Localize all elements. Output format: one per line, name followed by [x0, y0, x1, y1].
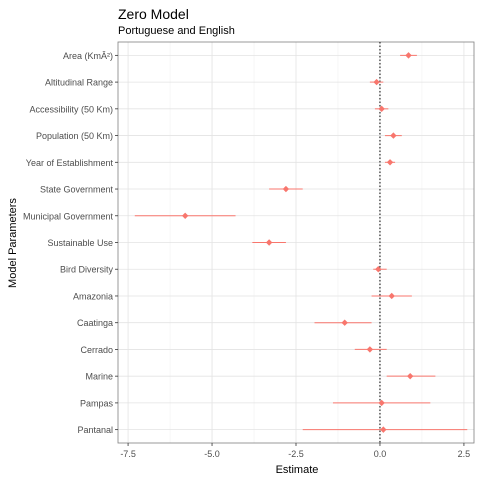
y-tick-label: State Government — [40, 185, 114, 195]
estimate-point — [282, 185, 290, 193]
estimate-point — [406, 372, 414, 380]
chart-subtitle: Portuguese and English — [118, 25, 235, 37]
x-tick-label: 0.0 — [374, 449, 387, 459]
y-tick-label: Bird Diversity — [60, 265, 114, 275]
estimate-point — [366, 346, 374, 353]
y-tick-label: Cerrado — [80, 345, 113, 355]
x-tick-label: -7.5 — [120, 449, 136, 459]
y-axis-label: Model Parameters — [7, 198, 19, 288]
estimate-point — [405, 52, 412, 59]
estimate-point — [375, 266, 382, 273]
y-tick-label: Caatinga — [77, 318, 113, 328]
y-tick-label: Marine — [85, 372, 113, 382]
y-tick-label: Pampas — [80, 398, 114, 408]
y-tick-label: Amazonia — [73, 291, 113, 301]
x-tick-label: -5.0 — [204, 449, 220, 459]
y-tick-label: Municipal Government — [23, 211, 114, 221]
estimate-point — [181, 212, 189, 219]
y-tick-label: Accessibility (50 Km) — [29, 104, 113, 114]
x-tick-label: 2.5 — [458, 449, 471, 459]
estimate-point — [386, 159, 394, 166]
estimate-point — [378, 105, 385, 113]
estimate-point — [390, 132, 397, 139]
estimate-point — [265, 239, 273, 246]
estimate-point — [380, 426, 387, 433]
estimate-point — [388, 292, 395, 300]
y-tick-label: Population (50 Km) — [36, 131, 113, 141]
estimate-point — [378, 399, 385, 407]
y-tick-label: Pantanal — [77, 425, 113, 435]
grid — [117, 41, 475, 444]
y-tick-label: Altitudinal Range — [45, 78, 113, 88]
marks — [134, 52, 468, 433]
chart-title: Zero Model — [118, 6, 189, 22]
x-axis-label: Estimate — [276, 464, 319, 476]
y-axis: Area (KmÂ²) Altitudinal Range Accessibilit… — [23, 51, 118, 435]
y-tick-label: Year of Establishment — [26, 158, 114, 168]
estimate-point — [341, 319, 348, 326]
y-tick-label: Area (KmÂ²) — [63, 51, 113, 61]
y-tick-label: Sustainable Use — [47, 238, 113, 248]
x-axis: -7.5 -5.0 -2.5 0.0 2.5 — [120, 443, 470, 459]
x-tick-label: -2.5 — [288, 449, 304, 459]
estimate-point — [373, 78, 380, 86]
